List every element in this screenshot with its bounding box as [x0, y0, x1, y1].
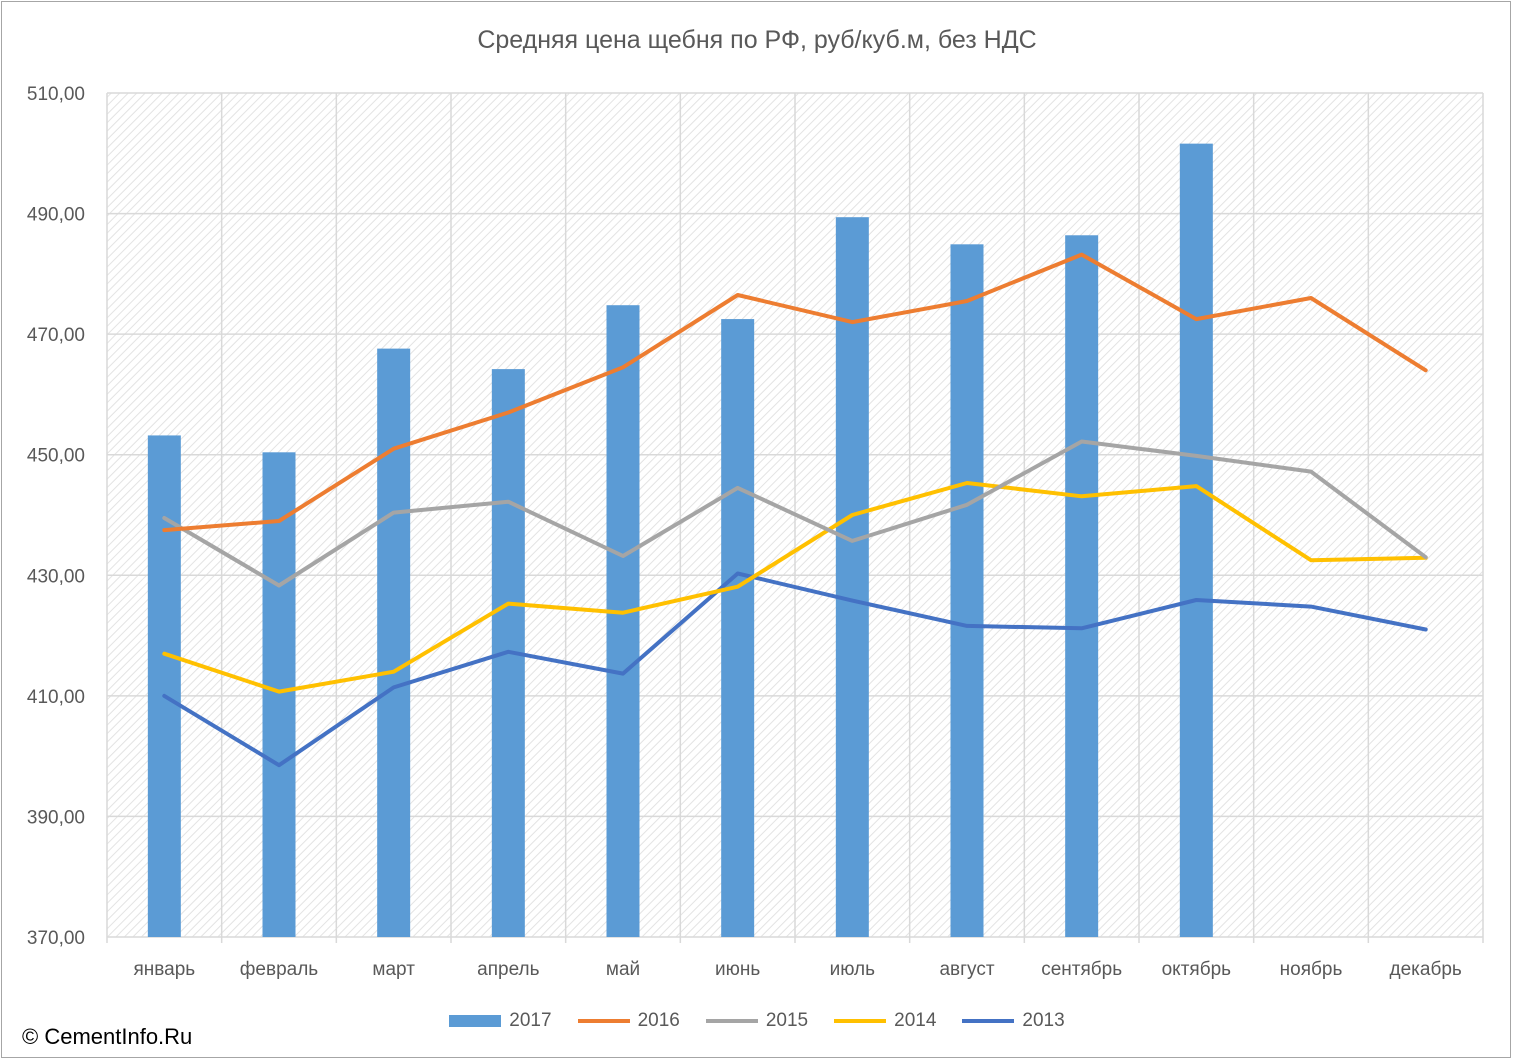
- legend-swatch-2016: [577, 1019, 630, 1023]
- bar-2017-февраль: [262, 452, 296, 937]
- legend: 2017 2016 2015 2014 2013: [0, 1008, 1514, 1034]
- legend-item-2013: 2013: [962, 1010, 1065, 1032]
- legend-item-2014: 2014: [834, 1010, 936, 1032]
- series-line-2013: [162, 571, 1428, 768]
- x-tick-label: ноябрь: [1280, 959, 1343, 980]
- bar-2017-октябрь: [1179, 143, 1213, 937]
- bar-2017-май: [606, 305, 640, 938]
- bar-2017-март: [377, 348, 411, 937]
- bar-2017-июнь: [721, 319, 755, 938]
- legend-label-2015: 2015: [765, 1010, 809, 1031]
- legend-swatch-2017: [449, 1015, 502, 1027]
- legend-label-2017: 2017: [509, 1010, 552, 1031]
- y-tick-label: 370,00: [27, 928, 85, 949]
- x-tick-label: август: [939, 959, 994, 980]
- x-tick-label: май: [606, 959, 640, 980]
- series-line-2016: [162, 252, 1428, 533]
- x-tick-label: январь: [133, 959, 195, 980]
- x-tick-label: сентябрь: [1041, 959, 1122, 980]
- y-tick-label: 510,00: [27, 84, 85, 105]
- series-line-2015: [162, 439, 1428, 588]
- y-tick-label: 470,00: [27, 325, 85, 346]
- y-tick-label: 390,00: [27, 807, 85, 828]
- x-tick-label: октябрь: [1162, 959, 1232, 980]
- x-tick-label: февраль: [240, 959, 319, 980]
- y-tick-label: 410,00: [27, 687, 85, 708]
- x-tick-label: июнь: [715, 959, 760, 980]
- chart-title: Средняя цена щебня по РФ, руб/куб.м, без…: [477, 26, 1037, 54]
- y-tick-label: 450,00: [27, 446, 85, 467]
- legend-item-2017: 2017: [449, 1010, 552, 1032]
- x-tick-label: июль: [830, 959, 876, 980]
- legend-label-2013: 2013: [1022, 1010, 1065, 1031]
- series-line-2014: [162, 481, 1428, 694]
- legend-item-2016: 2016: [577, 1010, 680, 1032]
- legend-item-2015: 2015: [705, 1010, 809, 1032]
- legend-swatch-2014: [834, 1019, 887, 1023]
- x-tick-label: апрель: [477, 959, 539, 980]
- bar-2017-январь: [147, 435, 181, 937]
- legend-label-2016: 2016: [637, 1010, 680, 1031]
- legend-swatch-2013: [962, 1019, 1015, 1023]
- y-tick-label: 490,00: [27, 205, 85, 226]
- copyright-text: © CementInfo.Ru: [22, 1024, 193, 1049]
- y-tick-label: 430,00: [27, 566, 85, 587]
- bar-2017-июль: [835, 217, 869, 937]
- bar-2017-сентябрь: [1065, 235, 1099, 937]
- legend-swatch-2015: [705, 1019, 758, 1023]
- bar-2017-август: [950, 244, 984, 937]
- x-tick-label: март: [372, 959, 415, 980]
- x-tick-label: декабрь: [1390, 959, 1462, 980]
- legend-label-2014: 2014: [894, 1010, 937, 1031]
